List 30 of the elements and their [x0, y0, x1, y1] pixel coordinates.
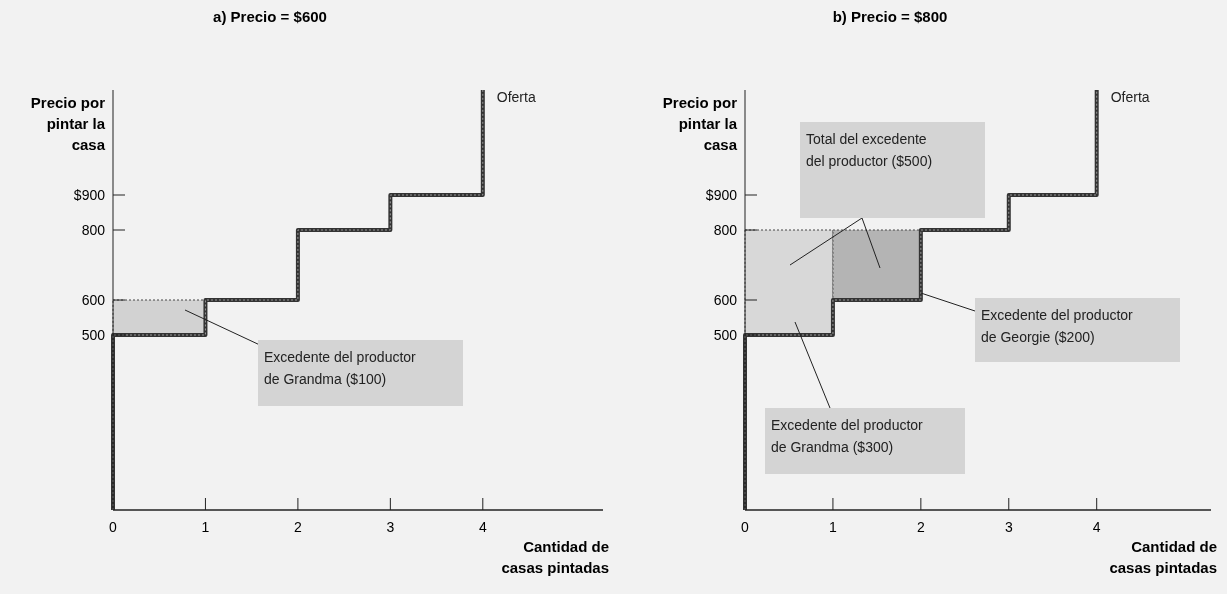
x-tick-label: 4 — [478, 519, 487, 535]
x-tick-label: 0 — [109, 519, 118, 535]
y-axis-title: Precio por pintar la casa — [662, 94, 738, 153]
y-tick-label: $900 — [73, 187, 106, 203]
x-tick-label: 2 — [916, 519, 925, 535]
chart-title: a) Precio = $600 — [213, 8, 327, 25]
x-axis-title: Cantidad de casas pintadas — [501, 538, 609, 576]
annotation: Excedente del productor de Grandma ($100) — [264, 349, 417, 387]
x-tick-label: 2 — [294, 519, 303, 535]
y-axis-title: Precio por pintar la casa — [30, 94, 106, 153]
y-tick-label: 800 — [713, 222, 738, 238]
y-tick-label: 500 — [81, 327, 106, 343]
y-tick-label: 600 — [81, 292, 106, 308]
annotation: Excedente del productor de Grandma ($300) — [771, 417, 924, 455]
y-tick-label: 800 — [81, 222, 106, 238]
x-tick-label: 4 — [1092, 519, 1101, 535]
series-label: Oferta — [1110, 89, 1150, 105]
chart-title: b) Precio = $800 — [832, 8, 948, 25]
y-tick-label: 600 — [713, 292, 738, 308]
x-tick-label: 1 — [829, 519, 838, 535]
x-tick-label: 0 — [741, 519, 750, 535]
series-label: Oferta — [496, 89, 536, 105]
y-tick-label: $900 — [705, 187, 738, 203]
x-tick-label: 1 — [201, 519, 210, 535]
y-tick-label: 500 — [713, 327, 738, 343]
annotation: Excedente del productor de Georgie ($200) — [981, 307, 1134, 345]
x-tick-label: 3 — [386, 519, 395, 535]
annotation: Total del excedente del productor ($500) — [806, 131, 933, 169]
x-tick-label: 3 — [1004, 519, 1013, 535]
x-axis-title: Cantidad de casas pintadas — [1109, 538, 1217, 576]
